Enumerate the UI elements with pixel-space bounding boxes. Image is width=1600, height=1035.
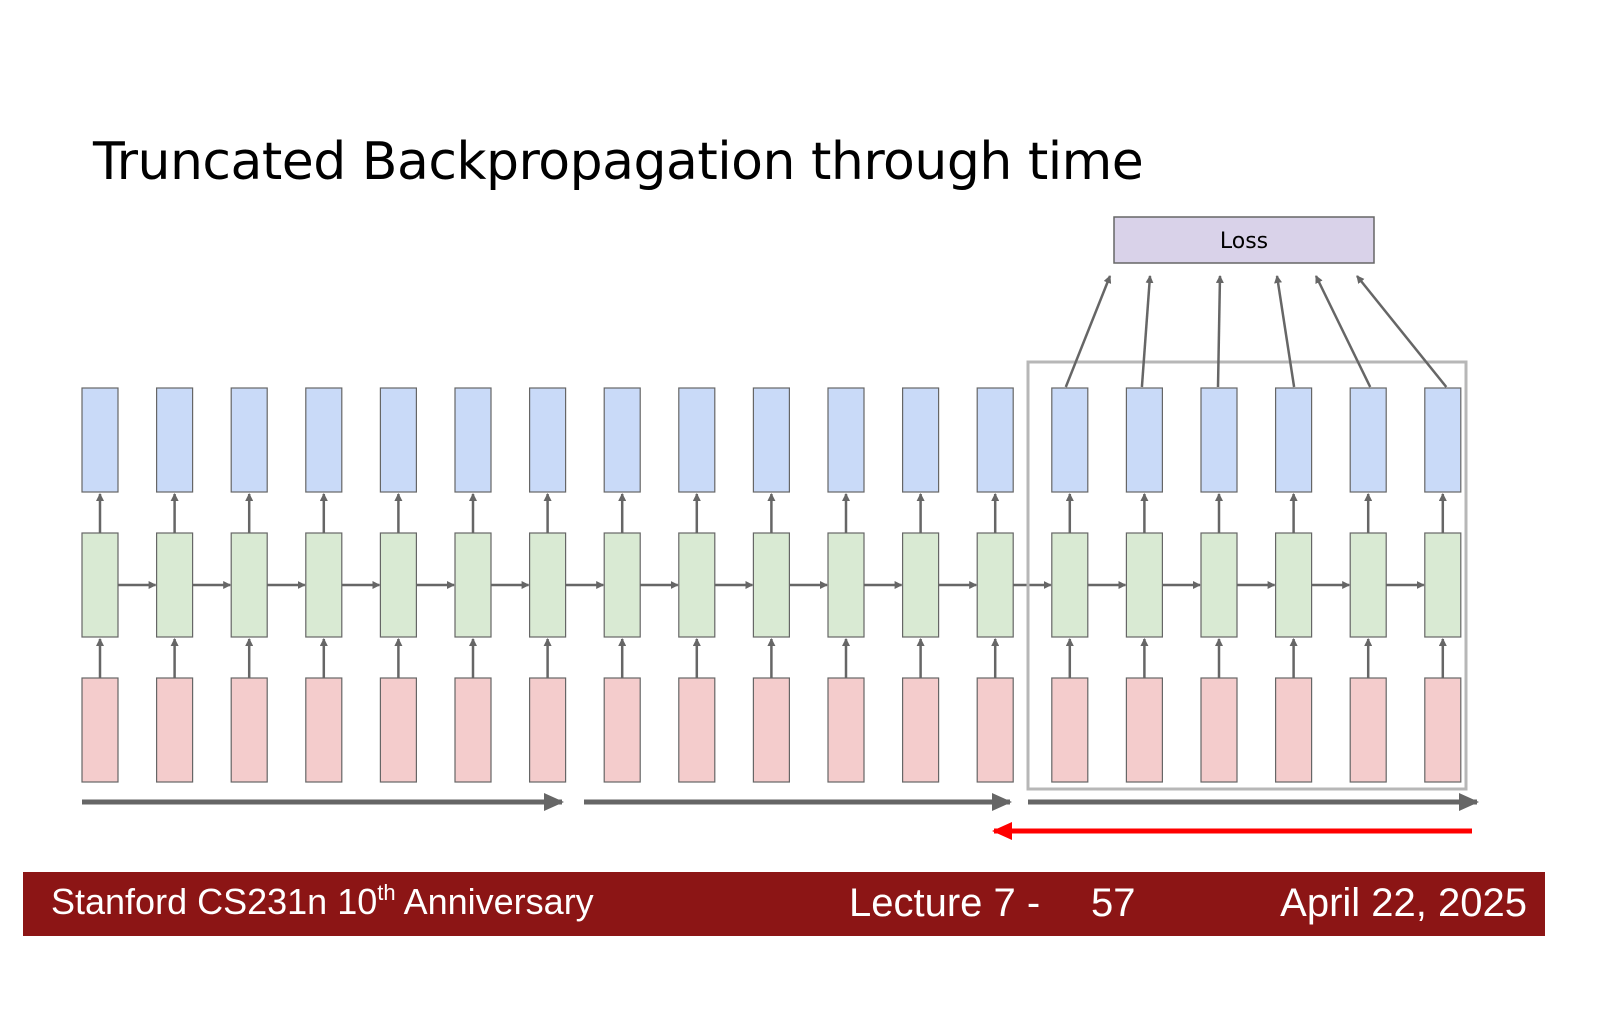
output-cell-4 xyxy=(305,387,343,493)
hidden-cell-7 xyxy=(528,532,567,638)
output-cell-7 xyxy=(528,387,567,493)
output-cell-12 xyxy=(901,387,940,493)
output-cell-16 xyxy=(1200,387,1238,493)
hidden-cell-4 xyxy=(305,532,343,638)
hidden-cell-13 xyxy=(976,532,1014,638)
input-cell-6 xyxy=(454,677,492,783)
hidden-cell-8 xyxy=(603,532,641,638)
output-cell-8 xyxy=(603,387,641,493)
input-cell-1 xyxy=(81,677,119,783)
input-cell-7 xyxy=(528,677,567,783)
output-cell-3 xyxy=(230,387,268,493)
input-cell-3 xyxy=(230,677,268,783)
output-cell-17 xyxy=(1274,387,1313,493)
output-cell-15 xyxy=(1125,387,1164,493)
footer-course-sup: th xyxy=(377,880,396,905)
hidden-cell-1 xyxy=(81,532,119,638)
output-cell-5 xyxy=(379,387,417,493)
hidden-cell-16 xyxy=(1200,532,1238,638)
output-to-loss-arrow-3 xyxy=(1215,275,1224,388)
output-to-loss-arrow-2 xyxy=(1140,275,1154,388)
output-cell-14 xyxy=(1051,387,1089,493)
input-cell-19 xyxy=(1424,677,1462,783)
input-cell-10 xyxy=(752,677,791,783)
hidden-cell-19 xyxy=(1424,532,1462,638)
output-cell-10 xyxy=(752,387,791,493)
footer-lecture: Lecture 7 - xyxy=(849,881,1041,925)
hidden-cell-6 xyxy=(454,532,492,638)
loss-box xyxy=(1113,216,1375,264)
loss-arrows-group xyxy=(1064,275,1448,388)
loss-label: Loss xyxy=(1220,229,1268,254)
output-to-loss-arrow-1 xyxy=(1064,275,1112,388)
footer-page-number: 57 xyxy=(1091,881,1136,925)
input-cell-17 xyxy=(1274,677,1313,783)
output-cell-13 xyxy=(976,387,1014,493)
hidden-cell-17 xyxy=(1274,532,1313,638)
input-cell-11 xyxy=(827,677,865,783)
slide-title: Truncated Backpropagation through time xyxy=(93,132,1144,192)
input-cell-14 xyxy=(1051,677,1089,783)
output-cell-11 xyxy=(827,387,865,493)
input-cell-8 xyxy=(603,677,641,783)
truncation-window-box xyxy=(1026,360,1468,791)
footer-course-suffix: Anniversary xyxy=(395,881,594,922)
output-to-loss-arrow-4 xyxy=(1274,275,1296,388)
output-cell-1 xyxy=(81,387,119,493)
cells-group xyxy=(81,387,1462,783)
hidden-cell-5 xyxy=(379,532,417,638)
input-cell-16 xyxy=(1200,677,1238,783)
input-cell-9 xyxy=(678,677,716,783)
input-cell-15 xyxy=(1125,677,1164,783)
hidden-cell-3 xyxy=(230,532,268,638)
output-cell-9 xyxy=(678,387,716,493)
output-cell-2 xyxy=(156,387,194,493)
hidden-cell-2 xyxy=(156,532,194,638)
output-to-loss-arrow-6 xyxy=(1356,275,1448,388)
output-cell-19 xyxy=(1424,387,1462,493)
input-cell-5 xyxy=(379,677,417,783)
hidden-cell-10 xyxy=(752,532,791,638)
hidden-cell-12 xyxy=(901,532,940,638)
footer-date: April 22, 2025 xyxy=(1280,881,1527,925)
hidden-cell-14 xyxy=(1051,532,1089,638)
output-cell-18 xyxy=(1349,387,1387,493)
footer-bar: Stanford CS231n 10th Anniversary Lecture… xyxy=(23,872,1545,936)
output-to-loss-arrow-5 xyxy=(1314,275,1372,388)
input-cell-13 xyxy=(976,677,1014,783)
hidden-cell-18 xyxy=(1349,532,1387,638)
input-cell-12 xyxy=(901,677,940,783)
output-cell-6 xyxy=(454,387,492,493)
input-cell-4 xyxy=(305,677,343,783)
hidden-cell-15 xyxy=(1125,532,1164,638)
footer-course: Stanford CS231n 10th Anniversary xyxy=(51,881,594,923)
input-cell-18 xyxy=(1349,677,1387,783)
input-cell-2 xyxy=(156,677,194,783)
hidden-cell-9 xyxy=(678,532,716,638)
hidden-cell-11 xyxy=(827,532,865,638)
footer-course-prefix: Stanford CS231n 10 xyxy=(51,881,378,922)
